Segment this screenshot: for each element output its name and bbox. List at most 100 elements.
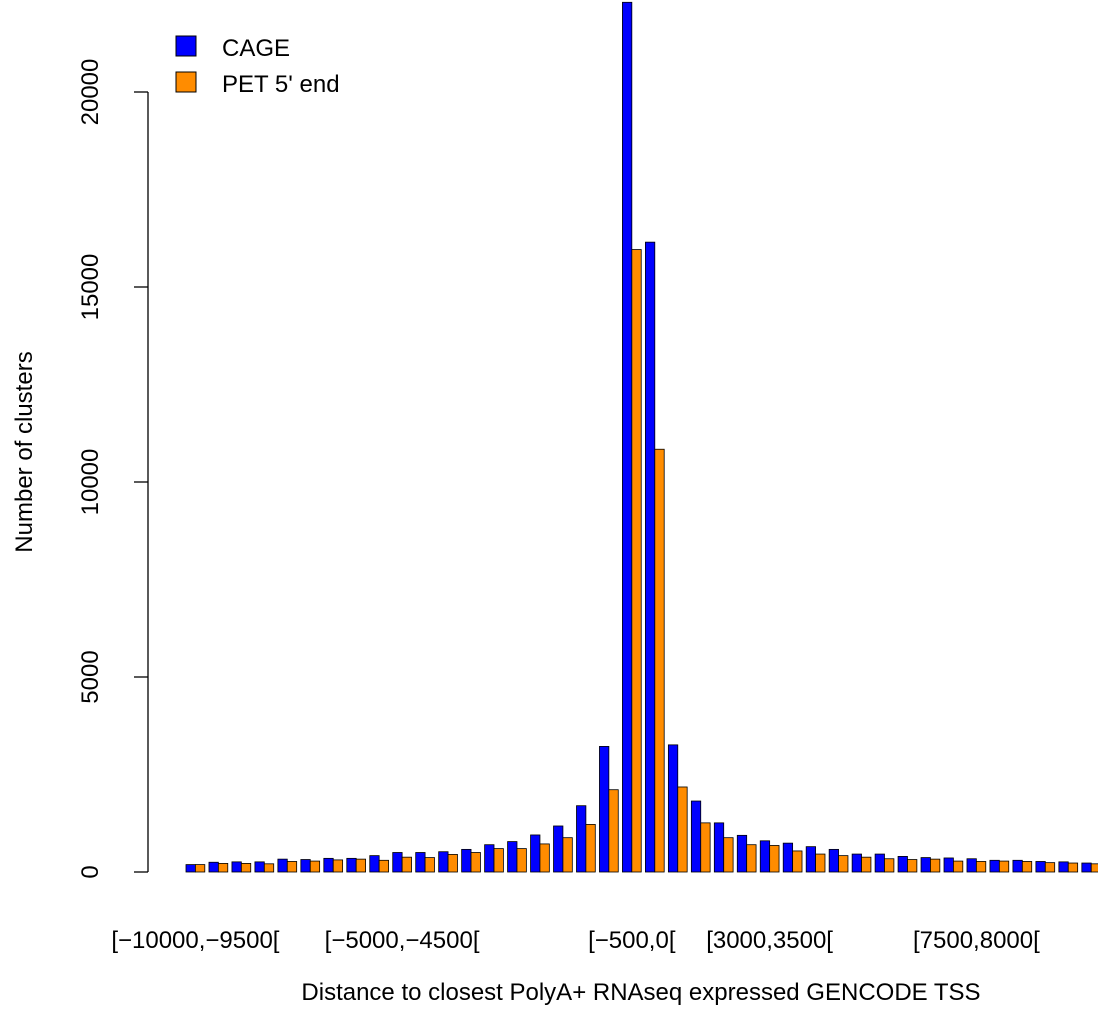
bar-cage xyxy=(323,857,334,873)
bar-pet xyxy=(309,860,321,873)
bar-pet xyxy=(355,858,366,873)
bar-cage xyxy=(1035,861,1046,873)
bar-pet xyxy=(424,857,435,873)
bar-cage xyxy=(897,856,908,873)
bar-pet xyxy=(998,860,1010,873)
bar-cage xyxy=(690,800,702,873)
bar-cage xyxy=(599,746,610,873)
bar-cage xyxy=(1058,861,1069,873)
bar-pet xyxy=(930,858,941,873)
bar-cage xyxy=(208,861,219,873)
bar-pet xyxy=(769,845,780,873)
bar-cage xyxy=(622,1,633,873)
bar-pet xyxy=(332,859,344,873)
bar-pet xyxy=(723,837,734,873)
bar-cage xyxy=(231,861,242,873)
y-tick-label: 10000 xyxy=(77,449,104,516)
y-tick-label: 0 xyxy=(77,865,104,878)
bar-pet xyxy=(240,863,252,873)
bar-cage xyxy=(346,857,357,873)
x-tick-label: [−10000,−9500[ xyxy=(111,927,279,954)
bar-pet xyxy=(1067,862,1079,873)
bar-pet xyxy=(654,448,665,873)
bar-cage xyxy=(1012,859,1023,873)
bar-pet xyxy=(1044,862,1056,873)
bar-pet xyxy=(585,824,596,873)
bar-cage xyxy=(484,844,495,873)
y-tick-label: 15000 xyxy=(77,254,104,321)
bar-pet xyxy=(861,856,872,873)
bar-cage xyxy=(713,822,725,873)
x-tick-labels: [−10000,−9500[ [−5000,−4500[ [−500,0[ [3000… xyxy=(111,927,1040,954)
bar-pet xyxy=(975,861,987,873)
bar-pet xyxy=(838,855,849,873)
bar-cage xyxy=(300,859,311,873)
legend-label-pet: PET 5' end xyxy=(222,71,340,98)
legend-swatch-cage xyxy=(175,35,197,57)
bar-cage xyxy=(415,852,426,873)
y-axis-title: Number of clusters xyxy=(11,351,38,552)
bar-cage xyxy=(828,848,839,873)
x-tick-label: [3000,3500[ xyxy=(706,927,833,954)
bar-cage xyxy=(392,852,403,873)
bar-cage xyxy=(277,858,288,873)
bars-group xyxy=(185,1,1098,873)
bar-cage xyxy=(667,744,679,873)
bar-pet xyxy=(401,856,412,873)
bar-cage xyxy=(369,855,380,873)
bar-pet xyxy=(746,844,757,873)
bar-pet xyxy=(1090,863,1098,873)
bar-cage xyxy=(736,834,748,873)
bar-cage xyxy=(782,842,794,873)
bar-pet xyxy=(631,249,642,873)
bar-cage xyxy=(805,846,816,873)
y-tick-label: 20000 xyxy=(77,59,104,126)
legend-label-cage: CAGE xyxy=(222,35,290,62)
bar-pet xyxy=(907,859,918,873)
bar-cage xyxy=(185,864,196,873)
bar-cage xyxy=(530,834,541,873)
bar-pet xyxy=(194,864,206,873)
bar-cage xyxy=(759,840,771,873)
bar-cage xyxy=(438,851,449,873)
bar-cage xyxy=(920,857,931,873)
bar-pet xyxy=(263,863,275,873)
bar-pet xyxy=(677,786,688,873)
bar-pet xyxy=(792,850,803,873)
bar-cage xyxy=(966,858,977,873)
bar-cage xyxy=(645,241,656,873)
y-tick-label: 5000 xyxy=(77,650,104,703)
x-tick-label: [7500,8000[ xyxy=(913,927,1040,954)
bar-cage xyxy=(254,861,265,873)
bar-pet xyxy=(286,861,298,873)
legend-swatch-pet xyxy=(175,71,197,93)
y-axis: 0 5000 10000 15000 20000 xyxy=(77,59,149,879)
bar-pet xyxy=(493,848,504,873)
bar-cage xyxy=(943,857,954,873)
bar-pet xyxy=(516,848,527,873)
bar-pet xyxy=(539,843,550,873)
legend: CAGE PET 5' end xyxy=(175,35,340,98)
bar-pet xyxy=(700,822,711,873)
bar-cage xyxy=(989,859,1000,873)
x-axis-title: Distance to closest PolyA+ RNAseq expres… xyxy=(301,979,980,1006)
bar-pet xyxy=(1021,861,1033,873)
bar-cage xyxy=(461,848,472,873)
x-tick-label: [−5000,−4500[ xyxy=(325,927,480,954)
bar-pet xyxy=(953,860,964,873)
bar-pet xyxy=(217,863,229,873)
bar-pet xyxy=(447,854,458,873)
bar-pet xyxy=(884,858,895,873)
bar-pet xyxy=(815,853,826,873)
bar-cage xyxy=(507,841,518,873)
bar-pet xyxy=(562,837,573,873)
bar-pet xyxy=(378,859,389,873)
bar-cage xyxy=(1081,862,1092,873)
bar-cage xyxy=(553,825,564,873)
bar-cage xyxy=(874,853,885,873)
x-tick-label: [−500,0[ xyxy=(588,927,676,954)
bar-cage xyxy=(851,853,862,873)
bar-pet xyxy=(470,852,481,873)
